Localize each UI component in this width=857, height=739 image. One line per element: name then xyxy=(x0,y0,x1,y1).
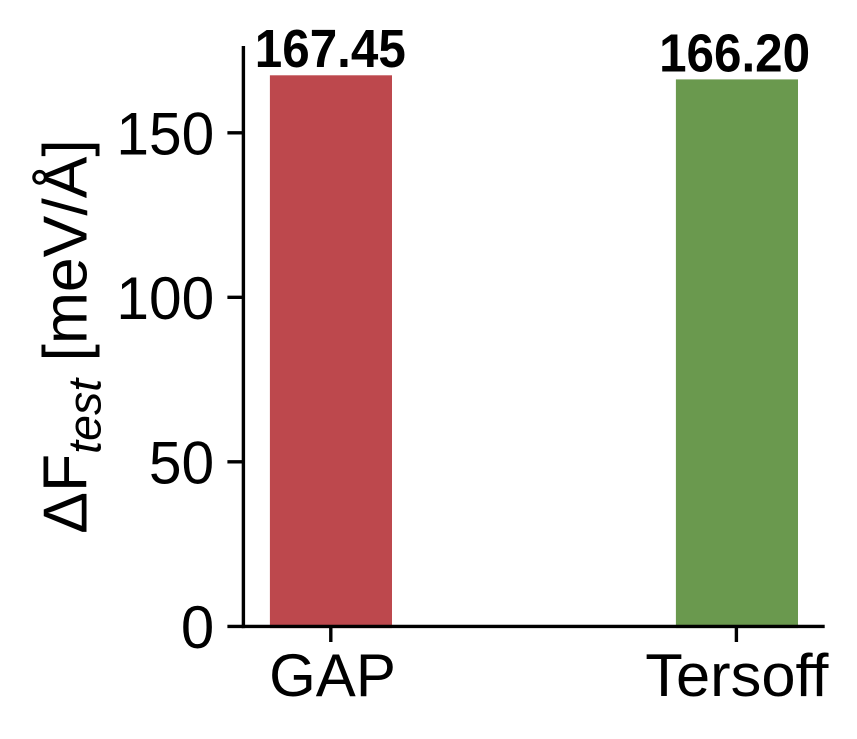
svg-text:100: 100 xyxy=(116,265,214,332)
svg-text:50: 50 xyxy=(149,429,214,496)
svg-text:167.45: 167.45 xyxy=(255,20,406,79)
svg-text:GAP: GAP xyxy=(269,642,396,709)
svg-text:ΔFtest [meV/Å]: ΔFtest [meV/Å] xyxy=(31,139,111,534)
svg-text:150: 150 xyxy=(116,101,214,168)
svg-text:Tersoff: Tersoff xyxy=(645,642,829,709)
svg-text:0: 0 xyxy=(181,594,214,661)
svg-text:166.20: 166.20 xyxy=(659,25,810,84)
